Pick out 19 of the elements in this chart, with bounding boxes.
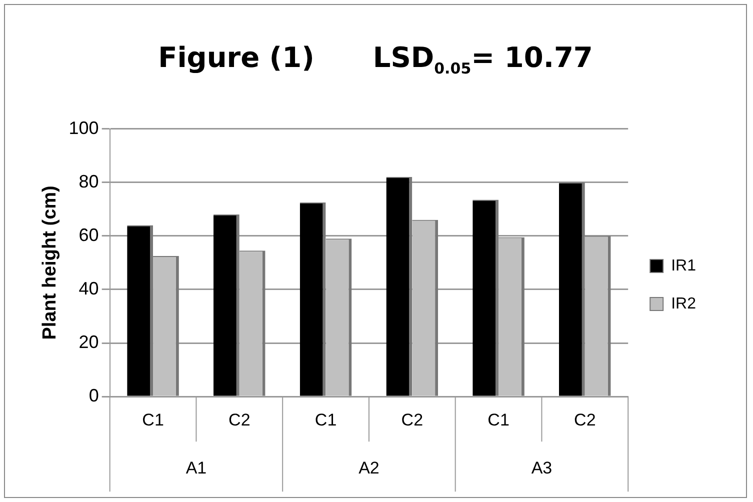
text: A1 <box>186 458 207 478</box>
x-tick-label: C1 <box>142 410 164 430</box>
y-tick-label: 80 <box>78 171 99 192</box>
legend-label: IR2 <box>671 295 696 312</box>
text: A3 <box>531 458 552 478</box>
x-tick-label: C2 <box>401 410 424 430</box>
y-tick-label: 0 <box>88 386 99 406</box>
y-tick-label: 20 <box>78 332 99 352</box>
y-tick-label: 60 <box>78 224 99 245</box>
y-tick-label: 40 <box>78 278 99 298</box>
x-tick-label: C2 <box>574 410 596 430</box>
text: A2 <box>358 458 380 478</box>
x-tick-label: C2 <box>228 410 250 430</box>
y-tick-label: 100 <box>68 118 99 138</box>
chart-title: Figure (1) LSD$_{0.05}$= 10.77 <box>157 41 594 78</box>
x-tick-label: C1 <box>314 410 337 430</box>
legend-label: IR1 <box>671 257 696 274</box>
x-tick-label: C1 <box>488 410 510 430</box>
y-axis-title: Plant height (cm) <box>40 186 61 340</box>
